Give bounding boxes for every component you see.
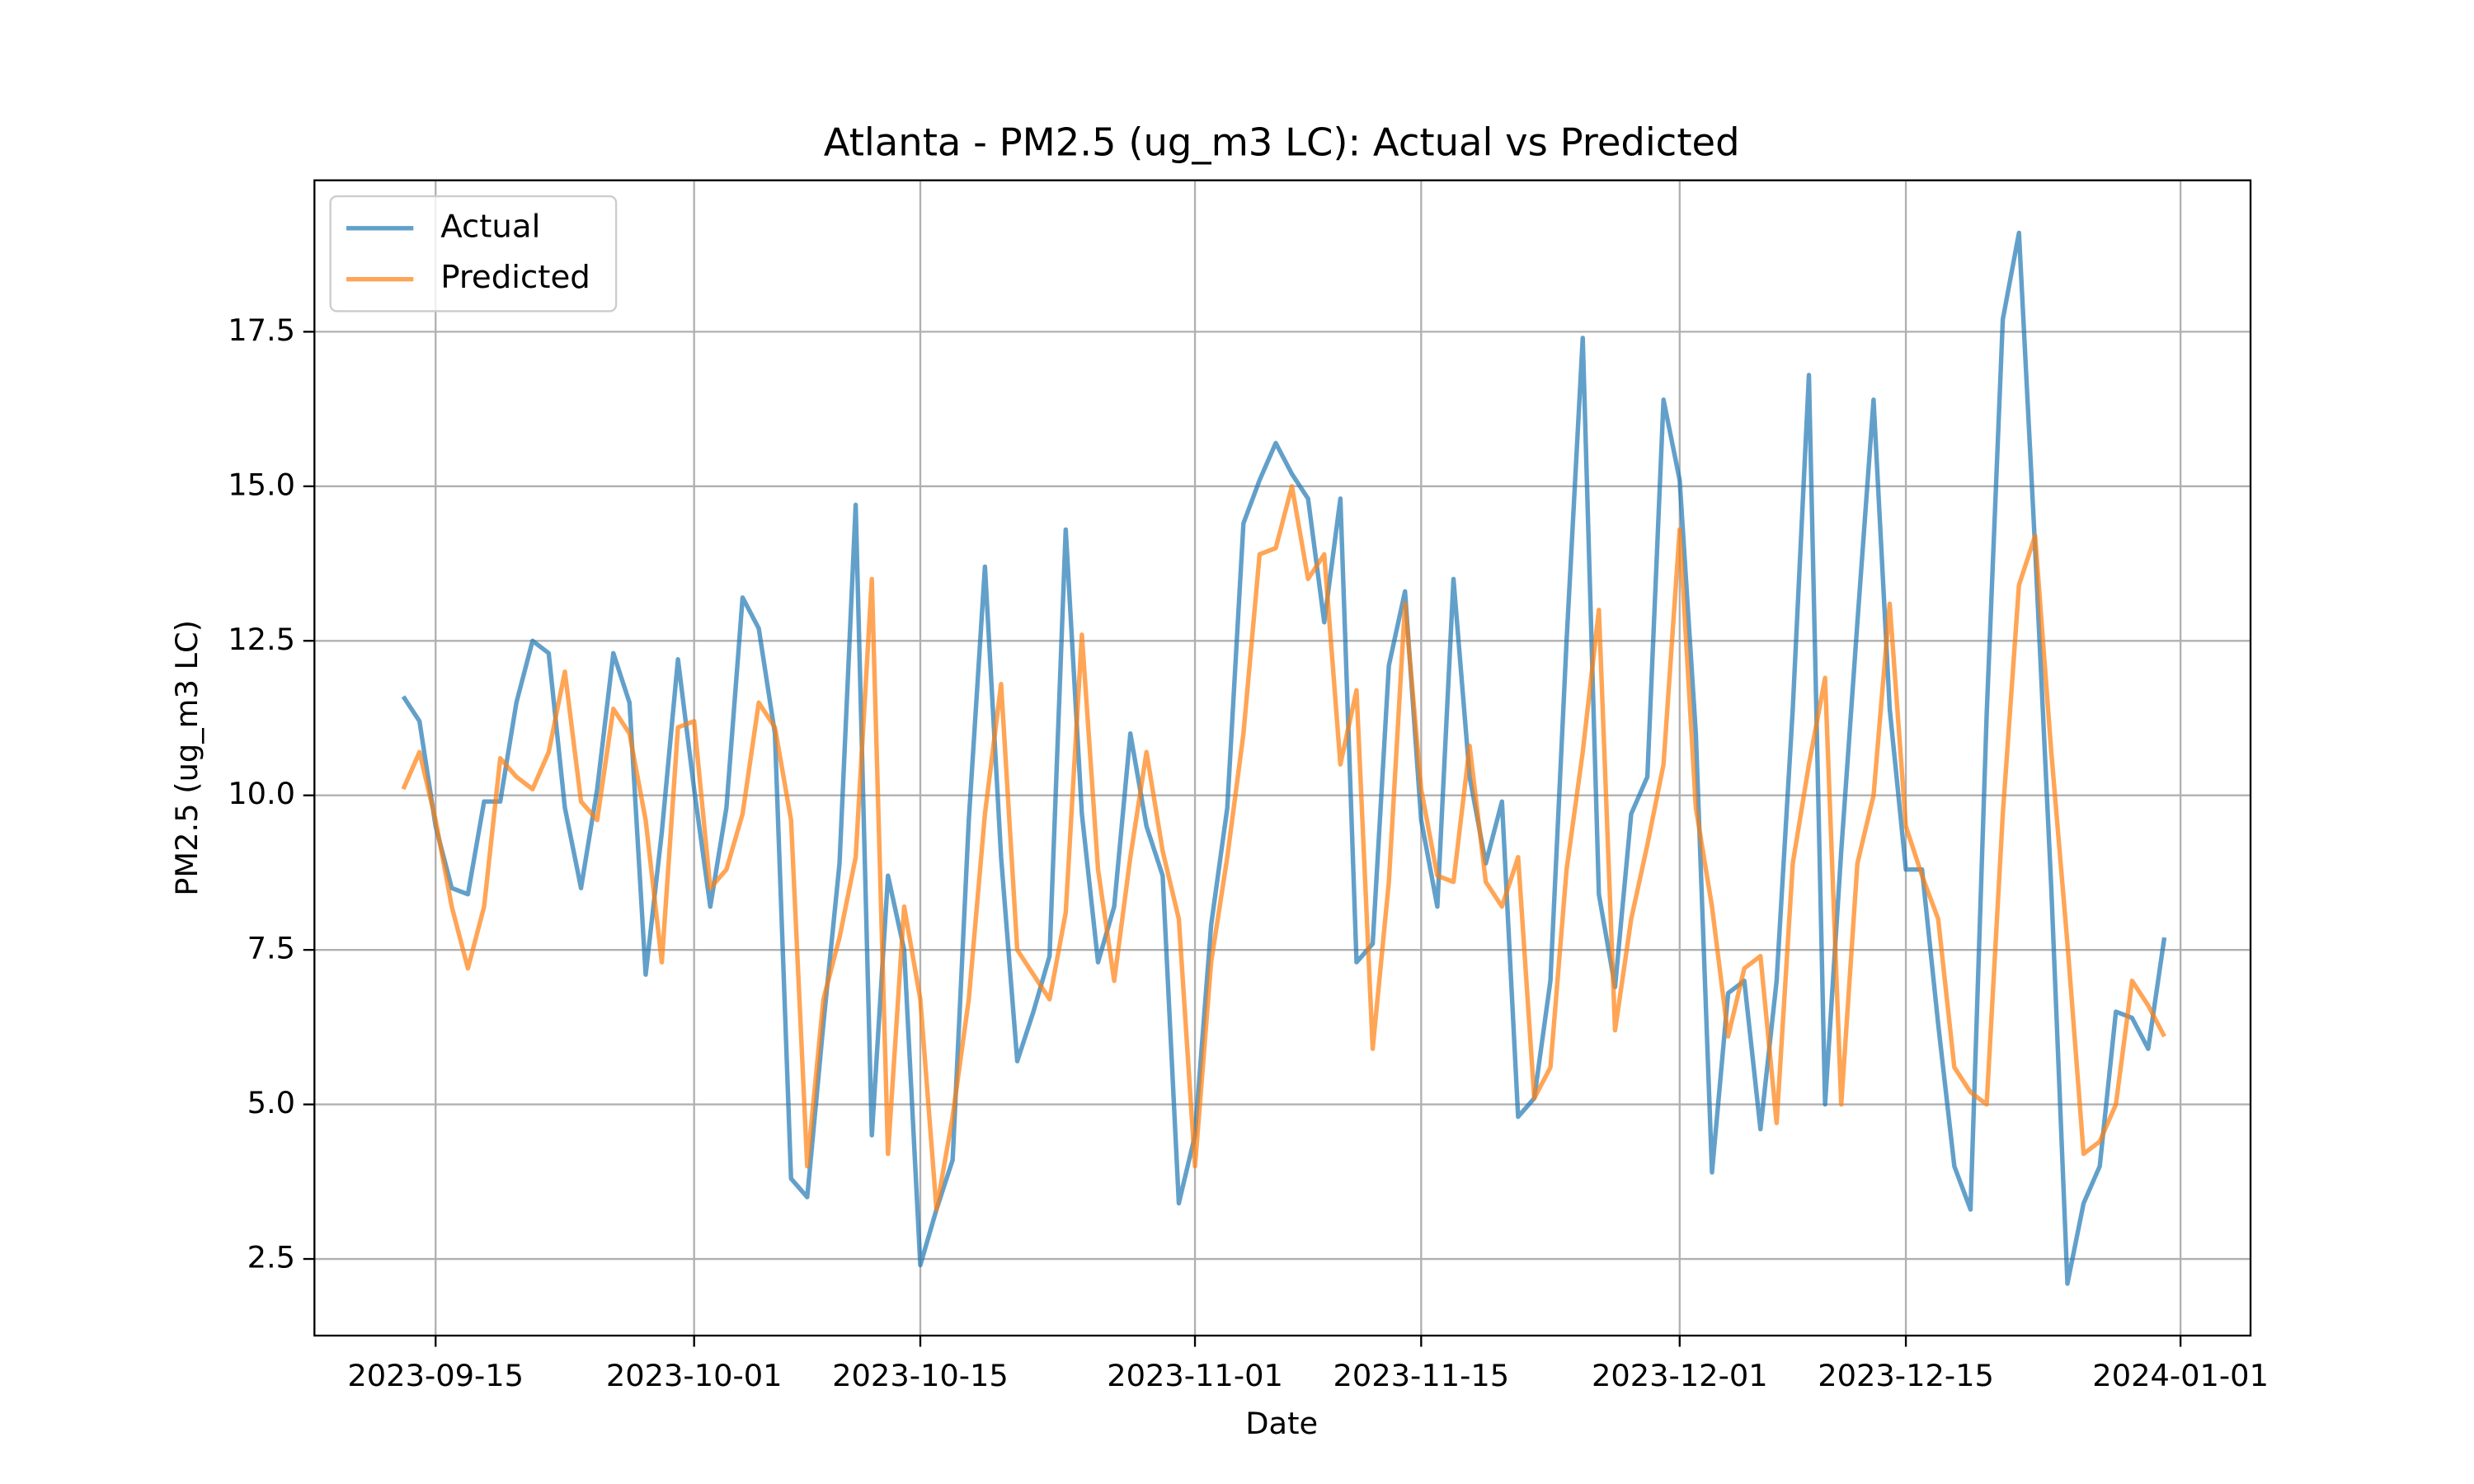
y-tick-label: 12.5 [228, 622, 295, 657]
plot-frame [313, 179, 2252, 1337]
x-tick-label: 2024-01-01 [2092, 1358, 2269, 1393]
x-tick-label: 2023-11-01 [1107, 1358, 1283, 1393]
y-axis-label: PM2.5 (ug_m3 LC) [169, 620, 205, 896]
x-tick-label: 2023-09-15 [347, 1358, 524, 1393]
legend-label: Actual [440, 208, 540, 245]
x-tick-label: 2023-12-01 [1592, 1358, 1768, 1393]
x-tick-label: 2023-10-15 [832, 1358, 1009, 1393]
y-tick-label: 17.5 [228, 312, 295, 348]
x-tick-label: 2023-10-01 [606, 1358, 783, 1393]
legend-box [329, 195, 618, 312]
y-tick-label: 5.0 [247, 1085, 295, 1120]
data-line [401, 484, 2166, 1212]
y-tick-label: 2.5 [247, 1240, 295, 1275]
x-axis-label: Date [1245, 1406, 1318, 1441]
legend: Actual Predicted [329, 195, 618, 312]
legend-label: Predicted [440, 259, 590, 296]
x-tick-label: 2023-12-15 [1818, 1358, 1994, 1393]
y-tick-label: 15.0 [228, 467, 295, 502]
y-tick-label: 7.5 [247, 931, 295, 966]
x-tick-label: 2023-11-15 [1333, 1358, 1509, 1393]
data-line [401, 230, 2167, 1286]
y-tick-label: 10.0 [228, 776, 295, 811]
chart-title: Atlanta - PM2.5 (ug_m3 LC): Actual vs Pr… [824, 120, 1740, 165]
